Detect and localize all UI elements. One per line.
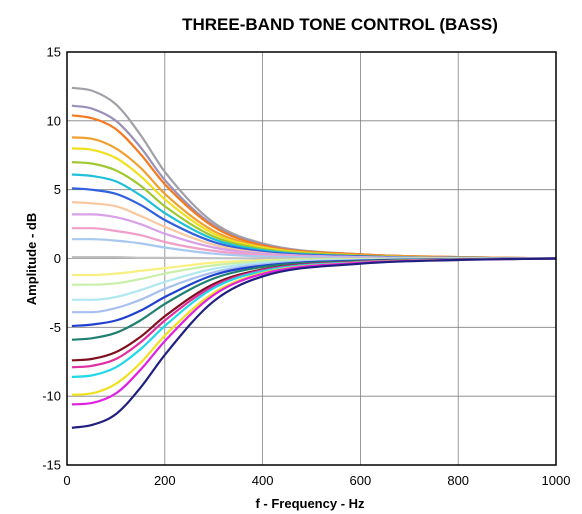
series-line-5 [71, 147, 557, 260]
x-tick-label: 200 [154, 473, 176, 488]
y-axis-label: Amplitude - dB [24, 213, 39, 305]
y-tick-label: -5 [49, 320, 61, 335]
y-tick-label: 10 [47, 113, 61, 128]
y-tick-label: 15 [47, 45, 61, 60]
x-axis-label: f - Frequency - Hz [255, 496, 365, 511]
plot-frame [66, 51, 557, 466]
x-tick-label: 1000 [542, 473, 571, 488]
series-lines [71, 86, 557, 429]
series-line-18 [71, 257, 557, 328]
series-line-25 [71, 257, 557, 429]
series-line-21 [71, 257, 557, 369]
y-tick-label: 5 [54, 182, 61, 197]
x-tick-label: 0 [63, 473, 70, 488]
y-tick-label: -10 [42, 389, 61, 404]
y-tick-label: 0 [54, 251, 61, 266]
x-tick-label: 400 [252, 473, 274, 488]
x-tick-label: 800 [447, 473, 469, 488]
chart-title: THREE-BAND TONE CONTROL (BASS) [182, 15, 498, 34]
y-tick-label: -15 [42, 458, 61, 473]
tick-labels: 0 200 400 600 800 1000 -15 -10 -5 0 5 10 15 [42, 45, 570, 489]
x-tick-label: 600 [350, 473, 372, 488]
series-line-9 [71, 201, 557, 260]
